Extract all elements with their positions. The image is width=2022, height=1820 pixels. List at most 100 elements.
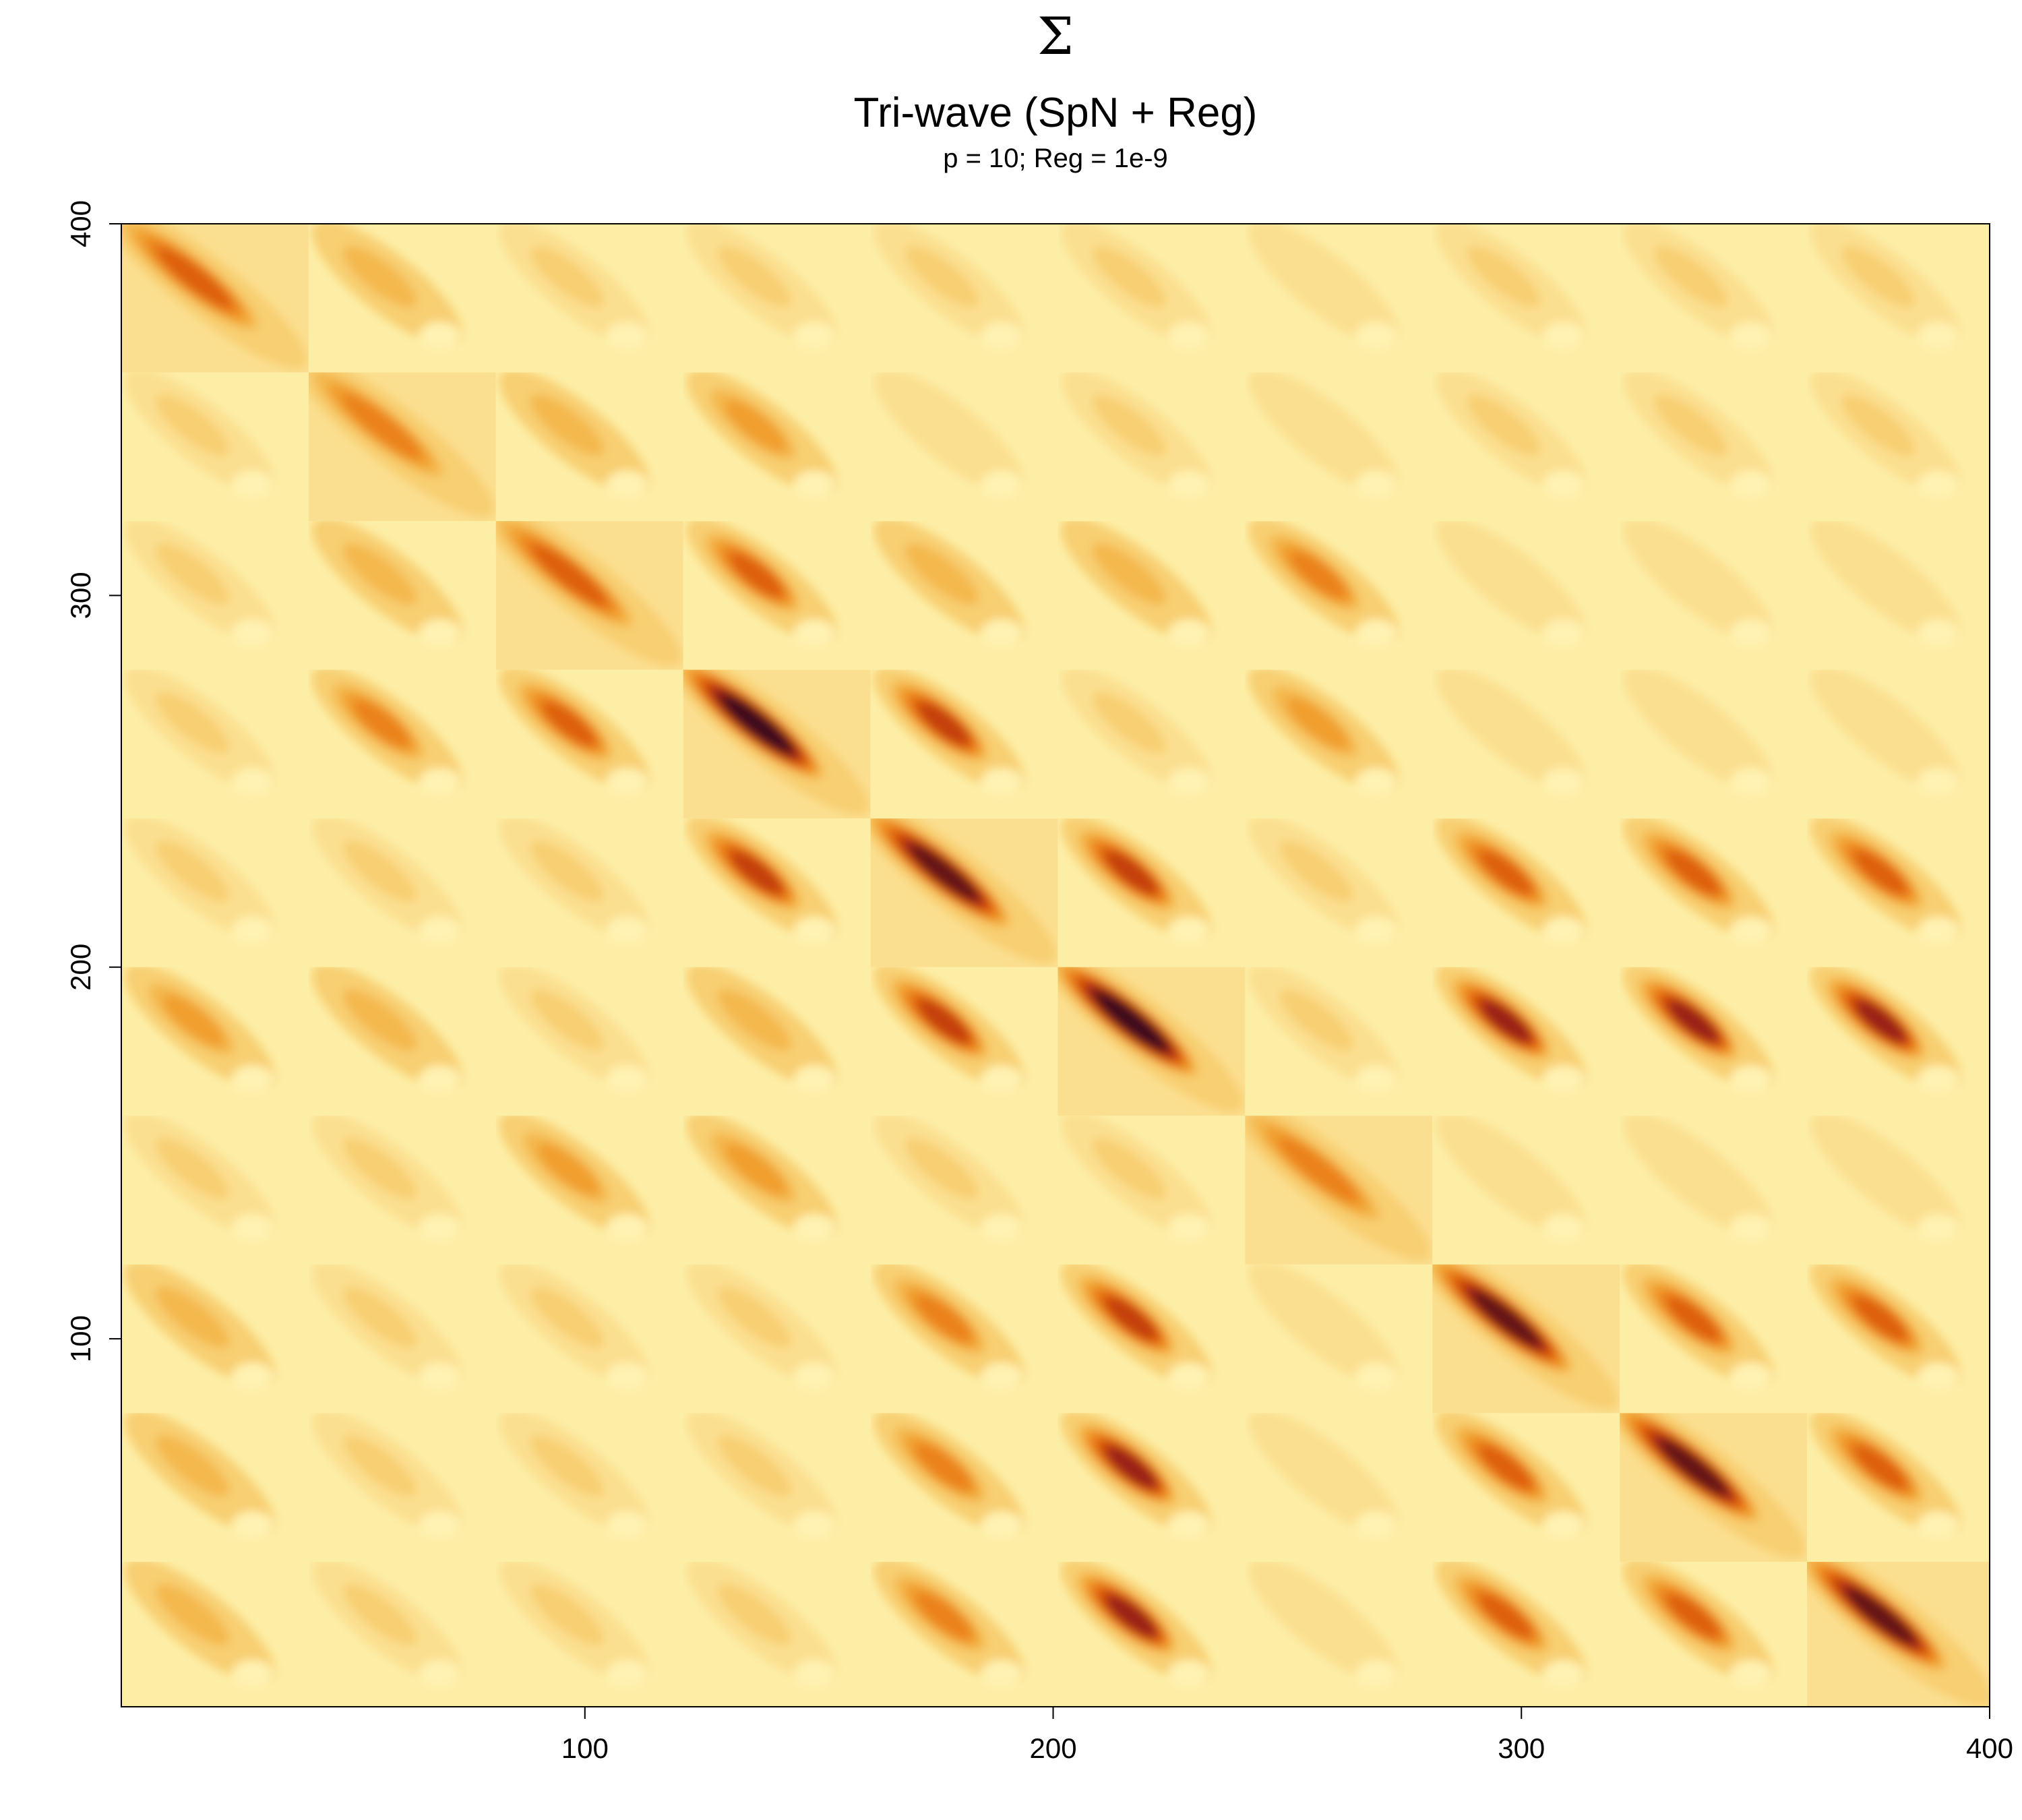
heatmap-block xyxy=(870,818,1058,967)
heatmap-contour xyxy=(1248,1264,1400,1387)
heatmap-block xyxy=(495,1413,683,1562)
heatmap-block xyxy=(121,521,309,670)
heatmap-trough xyxy=(1355,322,1397,349)
heatmap-trough xyxy=(1730,1213,1772,1241)
heatmap-block xyxy=(1807,521,1990,670)
heatmap-contour xyxy=(342,841,417,902)
heatmap-contour xyxy=(1099,995,1165,1049)
heatmap-trough xyxy=(1918,1065,1959,1093)
heatmap-trough xyxy=(793,916,835,944)
heatmap-trough xyxy=(231,619,274,646)
heatmap-block xyxy=(1245,1413,1433,1562)
heatmap-trough xyxy=(793,1213,835,1241)
heatmap-contour xyxy=(1810,521,1962,644)
heatmap-block xyxy=(308,1116,496,1265)
heatmap-block xyxy=(1432,372,1620,522)
heatmap-trough xyxy=(793,322,835,349)
heatmap-contour xyxy=(532,545,607,606)
heatmap-contour xyxy=(1479,1445,1533,1490)
heatmap-contour xyxy=(1467,245,1541,307)
heatmap-trough xyxy=(1355,1660,1397,1687)
heatmap-block xyxy=(495,372,683,522)
heatmap-contour xyxy=(1667,1296,1719,1341)
heatmap-contour xyxy=(730,553,783,597)
heatmap-block xyxy=(121,372,309,522)
heatmap-trough xyxy=(1730,322,1772,349)
heatmap-trough xyxy=(793,1065,835,1093)
heatmap-trough xyxy=(981,322,1022,349)
heatmap-contour xyxy=(530,841,605,902)
heatmap-contour xyxy=(155,1138,230,1200)
heatmap-trough xyxy=(419,1660,460,1687)
heatmap-block xyxy=(1245,224,1433,373)
heatmap-contour xyxy=(1810,1116,1962,1238)
heatmap-trough xyxy=(231,1362,274,1390)
heatmap-trough xyxy=(231,1213,274,1241)
heatmap-trough xyxy=(606,768,648,795)
heatmap-block xyxy=(1432,1561,1620,1707)
heatmap-contour xyxy=(530,1286,605,1348)
heatmap-block xyxy=(870,372,1058,522)
heatmap-trough xyxy=(1168,1660,1210,1687)
heatmap-block xyxy=(495,818,683,967)
heatmap-contour xyxy=(342,1138,417,1200)
heatmap-trough xyxy=(981,1362,1022,1390)
heatmap-contour xyxy=(1622,1116,1775,1238)
heatmap-contour xyxy=(1479,851,1533,894)
heatmap-block xyxy=(1620,1116,1808,1265)
heatmap-trough xyxy=(1543,322,1585,349)
heatmap-contour xyxy=(1092,692,1166,754)
heatmap-block xyxy=(683,967,871,1116)
heatmap-block xyxy=(1058,224,1246,373)
heatmap-trough xyxy=(1168,471,1210,497)
heatmap-trough xyxy=(419,916,460,944)
heatmap-trough xyxy=(419,619,460,646)
heatmap-contour xyxy=(1854,1445,1907,1490)
heatmap-block xyxy=(1058,1561,1246,1707)
heatmap-contour xyxy=(717,989,791,1051)
heatmap-block xyxy=(1620,818,1808,967)
heatmap-block xyxy=(683,818,871,967)
heatmap-contour xyxy=(1286,697,1349,750)
heatmap-contour xyxy=(1669,1001,1718,1042)
heatmap-trough xyxy=(1355,619,1397,646)
heatmap-trough xyxy=(231,471,274,497)
heatmap-contour xyxy=(725,698,791,751)
heatmap-block xyxy=(1432,818,1620,967)
heatmap-block xyxy=(1245,1264,1433,1414)
heatmap-trough xyxy=(606,1213,648,1241)
heatmap-block xyxy=(121,967,309,1116)
heatmap-trough xyxy=(981,768,1022,795)
heatmap-trough xyxy=(1543,1065,1585,1093)
heatmap-trough xyxy=(981,619,1022,646)
heatmap-trough xyxy=(793,1511,835,1538)
heatmap-contour xyxy=(1279,841,1353,902)
heatmap-contour xyxy=(1279,989,1353,1051)
heatmap-block xyxy=(870,1264,1058,1414)
heatmap-block xyxy=(683,1264,871,1414)
heatmap-contour xyxy=(1654,245,1728,307)
heatmap-trough xyxy=(1918,619,1959,646)
heatmap-contour xyxy=(717,1286,791,1348)
heatmap-block xyxy=(1058,372,1246,522)
heatmap-trough xyxy=(793,1362,835,1390)
heatmap-contour xyxy=(1092,543,1166,605)
heatmap-block xyxy=(1058,967,1246,1116)
heatmap-block xyxy=(870,669,1058,819)
heatmap-block xyxy=(121,818,309,967)
heatmap-block xyxy=(1807,1264,1990,1414)
heatmap-block xyxy=(1432,1116,1620,1265)
heatmap-block xyxy=(495,224,683,373)
heatmap-contour xyxy=(1854,1296,1907,1341)
heatmap-contour xyxy=(543,702,596,746)
heatmap-contour xyxy=(1841,245,1916,307)
heatmap-contour xyxy=(530,394,605,456)
heatmap-contour xyxy=(919,1000,970,1043)
heatmap-contour xyxy=(717,1435,791,1497)
heatmap-trough xyxy=(1168,768,1210,795)
heatmap-contour xyxy=(915,1443,972,1490)
heatmap-trough xyxy=(1355,916,1397,944)
y-tick-label: 400 xyxy=(65,200,96,247)
heatmap-contour xyxy=(915,1295,972,1342)
heatmap-trough xyxy=(1543,1660,1585,1687)
